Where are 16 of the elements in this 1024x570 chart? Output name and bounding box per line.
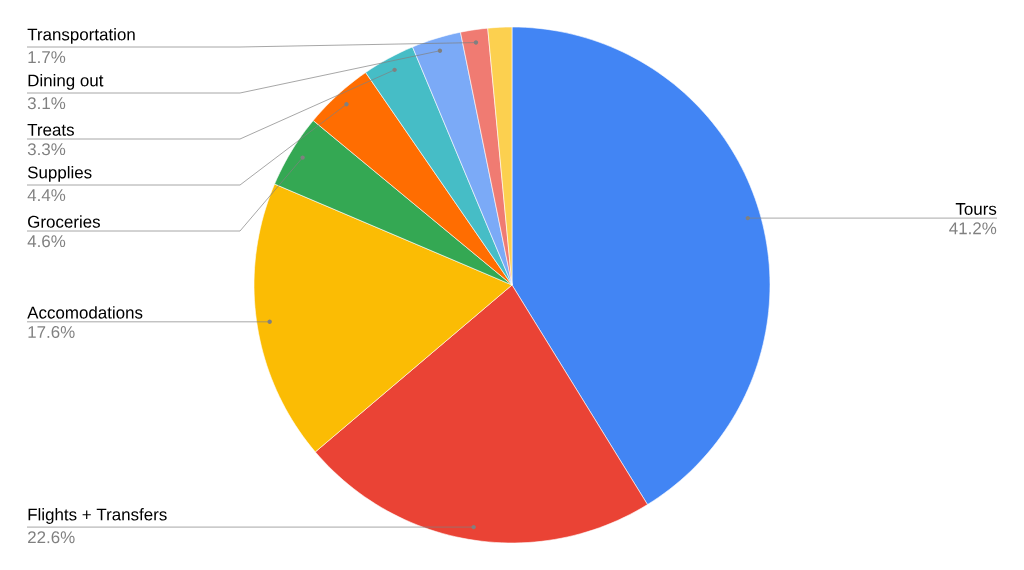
data-label: 4.4% — [27, 189, 66, 202]
data-label: 41.2% — [949, 222, 997, 235]
data-label: 4.6% — [27, 235, 66, 248]
data-label: 1.7% — [28, 51, 66, 64]
data-label: 22.6% — [28, 531, 75, 544]
slice-label: Accomodations — [27, 306, 143, 319]
data-label: 3.1% — [27, 97, 66, 110]
data-label: 3.3% — [27, 143, 66, 156]
slice-label: Transportation — [27, 28, 135, 44]
slice-label: Treats — [27, 123, 74, 136]
slice-label: Flights + Transfers — [28, 508, 167, 524]
slice-label: Groceries — [28, 215, 100, 228]
slice-label: Tours — [955, 203, 997, 215]
slice-label: Dining out — [28, 74, 104, 90]
slice-label: Supplies — [27, 166, 92, 182]
data-label: 17.6% — [28, 326, 75, 339]
